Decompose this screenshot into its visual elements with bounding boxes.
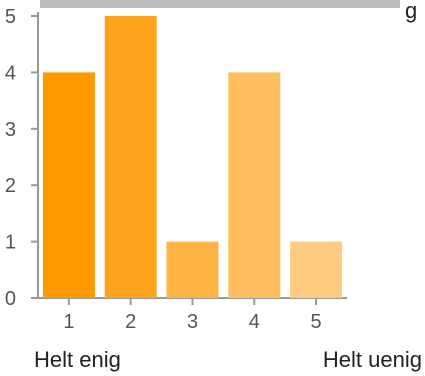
header-fragment: g [405,0,417,23]
bar [42,72,95,299]
x-tick-label: 3 [187,311,198,333]
x-tick-label: 4 [249,311,260,333]
y-tick-label: 4 [5,62,16,84]
x-axis: 1 2 3 4 5 [38,297,347,333]
bar [228,72,281,299]
x-tick-label: 2 [125,311,136,333]
y-tick-label: 3 [5,119,16,141]
bars [42,16,343,299]
y-tick-label: 0 [5,288,16,310]
header-strip: g [40,0,417,23]
x-tick-label: 5 [311,311,322,333]
bar [104,16,157,298]
y-tick-label: 1 [5,232,16,254]
y-axis: 0 1 2 3 4 5 [5,6,39,310]
bar [290,241,343,298]
y-tick-label: 2 [5,175,16,197]
bar [166,241,219,298]
scale-label-right: Helt uenig [323,347,422,372]
header-text-fragment-obscured [40,0,400,8]
x-tick-label: 1 [63,311,74,333]
scale-label-left: Helt enig [34,347,121,372]
y-tick-label: 5 [5,6,16,28]
